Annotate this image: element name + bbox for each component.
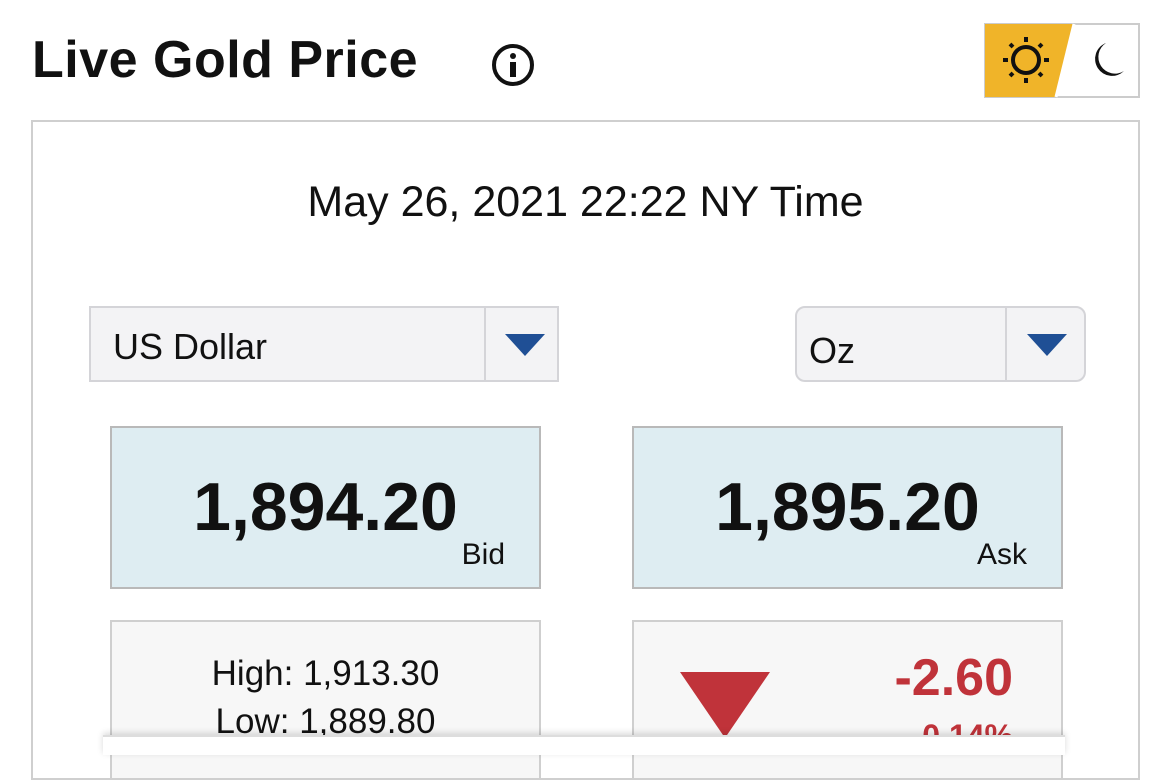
range-box: High: 1,913.30 Low: 1,889.80 (110, 620, 541, 780)
bottom-overlay (103, 735, 1065, 755)
currency-dropdown[interactable]: US Dollar (89, 306, 559, 382)
bid-price: 1,894.20 (193, 469, 458, 545)
dropdown-arrow (505, 334, 545, 356)
change-value: -2.60 (894, 649, 1013, 707)
unit-dropdown[interactable]: Oz (795, 306, 1086, 382)
change-box: -2.60 -0.14% (632, 620, 1063, 780)
divider (1005, 308, 1007, 380)
timestamp: May 26, 2021 22:22 NY Time (307, 178, 864, 226)
info-icon[interactable] (490, 42, 536, 88)
theme-toggle[interactable] (984, 23, 1140, 98)
bid-label: Bid (461, 538, 505, 571)
high: High: 1,913.30 (211, 654, 440, 693)
low: Low: 1,889.80 (215, 702, 436, 741)
ask-label: Ask (976, 538, 1027, 571)
divider (484, 308, 486, 380)
dropdown-arrow (1027, 334, 1067, 356)
down-arrow (680, 672, 770, 738)
page: Live Gold Price May 26, 2021 22:22 NY Ti… (31, 23, 1140, 780)
ask-box: 1,895.20 Ask (632, 426, 1063, 589)
ask-price: 1,895.20 (715, 469, 980, 545)
unit-value: Oz (809, 330, 856, 371)
bid-box: 1,894.20 Bid (110, 426, 541, 589)
currency-value: US Dollar (113, 326, 268, 367)
page-title: Live Gold Price (32, 31, 419, 89)
